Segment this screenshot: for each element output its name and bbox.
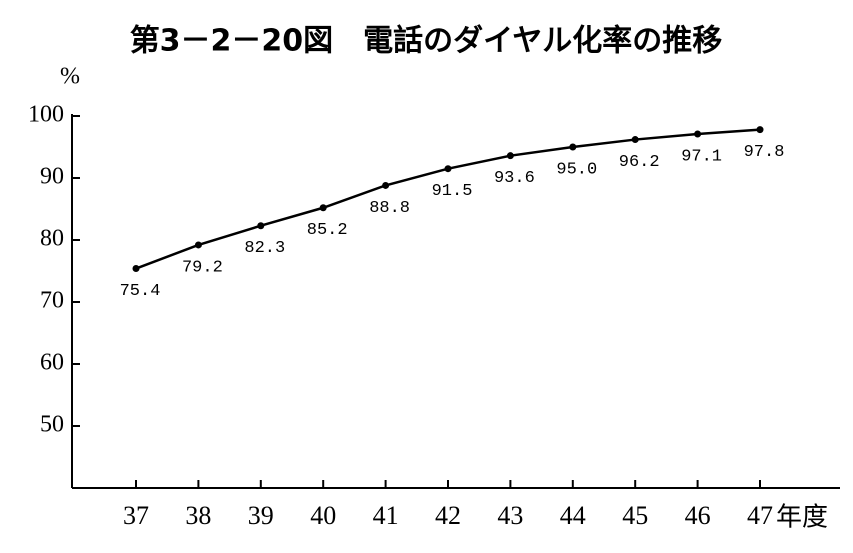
data-label: 75.4 [120,282,161,301]
chart-title: 第3－2－20図 電話のダイヤル化率の推移 [130,24,723,59]
data-point [382,181,390,189]
data-point [694,130,702,138]
data-label: 82.3 [244,239,285,258]
y-tick-label: 60 [40,350,64,376]
y-tick-label: 70 [40,288,64,314]
data-point [444,165,452,173]
y-axis-label: % [60,64,80,90]
data-point [132,265,140,273]
x-tick-label: 42 [435,501,461,530]
y-tick-label: 80 [40,226,64,252]
data-label: 97.1 [681,147,722,166]
data-label: 95.0 [556,160,597,179]
data-point [257,222,265,230]
y-tick-label: 50 [40,412,64,438]
x-tick-label: 39 [248,501,274,530]
x-tick-label: 45 [622,501,648,530]
x-tick-label: 37 [123,501,149,530]
x-tick-label: 43 [497,501,523,530]
x-tick-label: 46 [685,501,711,530]
y-tick-label: 100 [28,102,64,128]
data-point [319,204,327,212]
x-axis-label: 年度 [776,503,828,533]
x-tick-label: 44 [560,501,586,530]
data-point [756,126,764,134]
data-label: 85.2 [307,221,348,240]
x-tick-label: 41 [373,501,399,530]
data-point [506,152,514,160]
data-point [569,143,577,151]
x-tick-label: 40 [310,501,336,530]
data-label: 93.6 [494,169,535,188]
data-point [194,241,202,249]
y-tick-label: 90 [40,164,64,190]
data-label: 79.2 [182,258,223,277]
data-label: 97.8 [744,143,785,162]
data-label: 88.8 [369,199,410,218]
x-tick-label: 38 [185,501,211,530]
data-point [631,136,639,144]
x-tick-label: 47 [747,501,773,530]
data-label: 96.2 [619,153,660,172]
data-label: 91.5 [432,182,473,201]
